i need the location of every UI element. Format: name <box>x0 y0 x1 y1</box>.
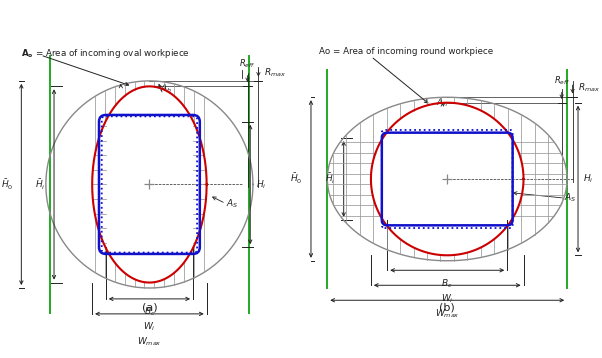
Text: $W_i$: $W_i$ <box>143 321 156 333</box>
Text: $R_{eff}$: $R_{eff}$ <box>240 58 256 70</box>
Text: $A_h$: $A_h$ <box>160 83 173 95</box>
Text: $W_{max}$: $W_{max}$ <box>435 307 459 320</box>
Text: (a): (a) <box>141 303 157 313</box>
Text: $A_S$: $A_S$ <box>226 197 238 210</box>
Text: $A_S$: $A_S$ <box>565 192 577 204</box>
Text: $R_{eff}$: $R_{eff}$ <box>553 74 570 87</box>
Text: $R_{max}$: $R_{max}$ <box>264 67 286 79</box>
Text: $\mathbf{A_o}$ = Area of incoming oval workpiece: $\mathbf{A_o}$ = Area of incoming oval w… <box>21 47 190 60</box>
Text: $H_i$: $H_i$ <box>256 178 266 191</box>
Text: $\bar{H}_0$: $\bar{H}_0$ <box>290 172 303 186</box>
Text: $W_{max}$: $W_{max}$ <box>137 336 162 348</box>
Text: $W_i$: $W_i$ <box>441 292 453 305</box>
Text: $B_c$: $B_c$ <box>144 306 155 318</box>
Text: $B_c$: $B_c$ <box>441 277 453 290</box>
Text: Ao = Area of incoming round workpiece: Ao = Area of incoming round workpiece <box>319 47 493 56</box>
Text: $\bar{H}_i$: $\bar{H}_i$ <box>325 172 335 186</box>
Text: $\bar{H}_i$: $\bar{H}_i$ <box>36 177 46 192</box>
Text: $H_i$: $H_i$ <box>583 173 594 185</box>
Text: $R_{max}$: $R_{max}$ <box>578 81 600 94</box>
Text: $\bar{H}_0$: $\bar{H}_0$ <box>1 177 13 192</box>
Text: (b): (b) <box>439 303 455 313</box>
Text: $A_h$: $A_h$ <box>436 96 448 109</box>
